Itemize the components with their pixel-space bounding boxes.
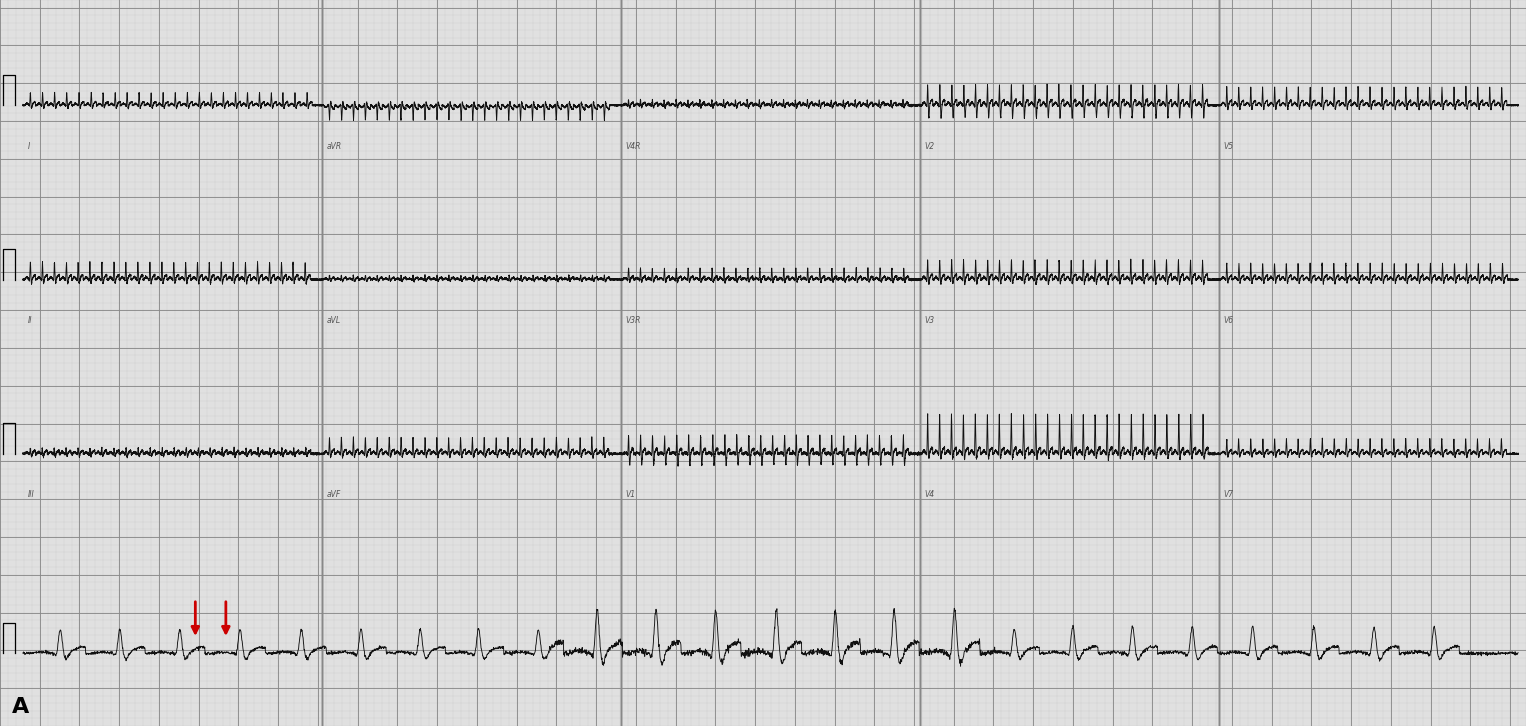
Text: V3: V3 bbox=[925, 316, 935, 325]
Text: V3R: V3R bbox=[626, 316, 641, 325]
Text: aVF: aVF bbox=[327, 490, 340, 499]
Text: V6: V6 bbox=[1224, 316, 1235, 325]
Text: V5: V5 bbox=[1224, 142, 1235, 151]
Text: V7: V7 bbox=[1224, 490, 1235, 499]
Text: aVL: aVL bbox=[327, 316, 340, 325]
Text: V1: V1 bbox=[626, 490, 636, 499]
Text: A: A bbox=[12, 697, 29, 717]
Text: V2: V2 bbox=[925, 142, 935, 151]
Text: II: II bbox=[27, 316, 32, 325]
Text: V4R: V4R bbox=[626, 142, 641, 151]
Text: aVR: aVR bbox=[327, 142, 342, 151]
Text: III: III bbox=[27, 490, 34, 499]
Text: V4: V4 bbox=[925, 490, 935, 499]
Text: I: I bbox=[27, 142, 29, 151]
